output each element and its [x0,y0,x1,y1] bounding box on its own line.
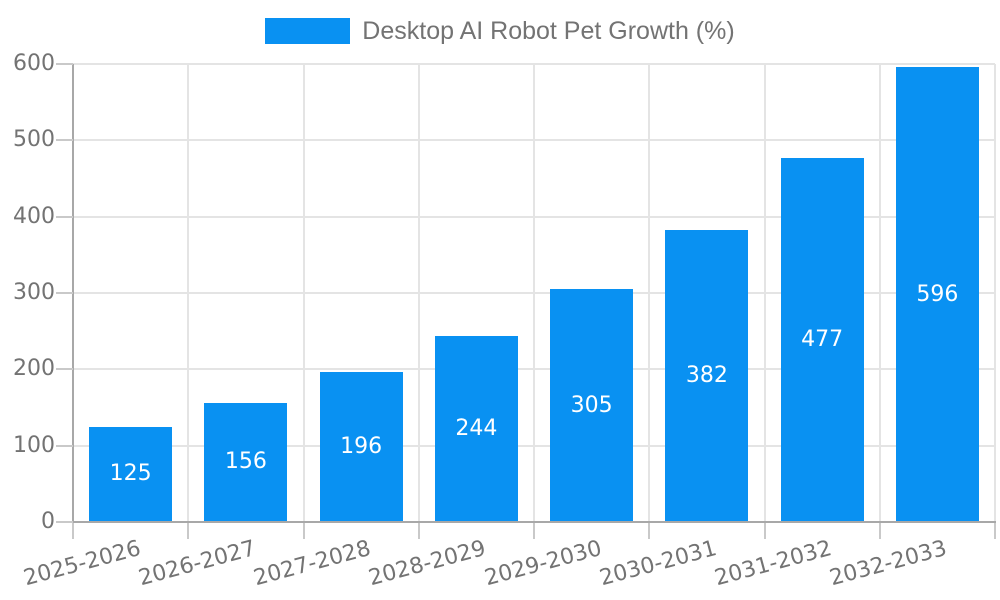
v-gridline [417,64,420,522]
y-tick-label: 600 [13,51,55,76]
bar-value-label: 244 [455,415,498,441]
x-tick [417,523,420,539]
bar: 125 [89,426,173,521]
y-tick-label: 100 [13,432,55,458]
y-tick [56,521,73,523]
x-tick-label: 2026-2027 [136,536,259,592]
y-tick [56,215,73,218]
y-tick-label: 0 [41,509,55,534]
x-tick [648,523,651,539]
y-tick [56,444,73,447]
x-tick-label: 2025-2026 [20,536,144,592]
x-tick [72,523,74,539]
bar: 196 [319,372,403,521]
v-gridline [994,64,996,522]
legend-swatch [265,18,351,44]
v-gridline [187,64,190,522]
v-gridline [878,64,881,522]
x-tick [533,523,535,539]
bar: 305 [550,289,634,521]
x-tick-label: 2029-2030 [481,536,605,592]
bar: 156 [204,402,288,521]
y-tick [56,63,73,65]
bar-value-label: 156 [224,449,267,475]
y-tick [56,292,73,294]
x-tick-label: 2031-2032 [712,536,835,592]
legend-label: Desktop AI Robot Pet Growth (%) [362,17,735,45]
bar-value-label: 125 [109,461,152,487]
x-tick-label: 2030-2031 [597,536,720,592]
x-tick-label: 2027-2028 [251,536,374,592]
v-gridline [763,64,766,522]
v-gridline [533,64,535,522]
bar: 477 [780,157,864,521]
bar-value-label: 477 [801,326,844,352]
v-gridline [648,64,651,522]
y-axis-line [72,64,74,524]
x-tick [187,523,190,539]
x-tick [994,523,996,539]
bar-value-label: 382 [685,363,728,389]
bar: 244 [434,335,518,521]
x-tick [763,523,766,539]
y-tick-label: 200 [13,356,55,382]
bar: 596 [895,67,979,521]
bar-value-label: 196 [340,434,383,460]
bar-value-label: 596 [916,281,959,307]
y-tick-label: 500 [13,127,55,153]
x-tick-label: 2028-2029 [366,536,489,592]
bar-value-label: 305 [570,392,613,418]
v-gridline [302,64,305,522]
x-tick [302,523,305,539]
x-axis-line [72,521,996,523]
bar: 382 [665,230,749,521]
y-tick-label: 300 [13,280,55,305]
y-tick [56,139,73,142]
y-tick [56,368,73,371]
y-tick-label: 400 [13,203,55,229]
legend[interactable]: Desktop AI Robot Pet Growth (%) [0,18,1000,44]
x-tick-label: 2032-2033 [827,536,950,592]
x-tick [878,523,881,539]
